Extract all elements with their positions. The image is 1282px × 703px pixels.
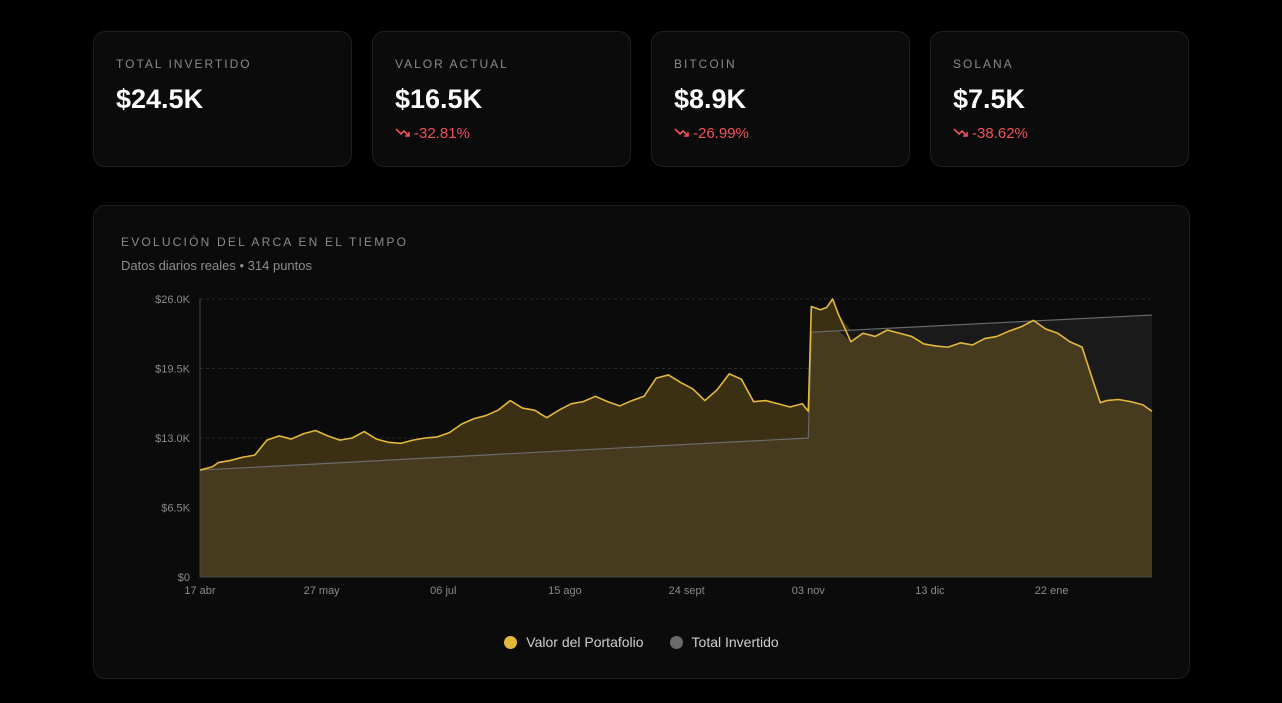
x-tick-label: 22 ene	[1035, 585, 1069, 597]
chart-legend: Valor del Portafolio Total Invertido	[94, 634, 1189, 650]
legend-item-portfolio[interactable]: Valor del Portafolio	[504, 634, 644, 650]
y-tick-label: $19.5K	[155, 364, 191, 376]
y-tick-label: $26.0K	[155, 294, 191, 306]
legend-swatch-portfolio	[504, 635, 518, 649]
x-tick-label: 13 dic	[915, 585, 945, 597]
x-tick-label: 03 nov	[792, 585, 826, 597]
y-tick-label: $0	[178, 572, 190, 584]
card-label: SOLANA	[953, 57, 1014, 71]
legend-item-invested[interactable]: Total Invertido	[669, 634, 779, 650]
card-change: -32.81%	[395, 125, 470, 142]
card-value: $8.9K	[674, 84, 747, 114]
stat-card-total-invested: TOTAL INVERTIDO $24.5K	[93, 31, 352, 167]
x-tick-label: 27 may	[304, 585, 341, 597]
portfolio-base-area	[200, 320, 1152, 577]
trend-down-icon	[395, 128, 410, 137]
chart-subtitle: Datos diarios reales • 314 puntos	[121, 258, 312, 273]
card-change-value: -38.62%	[972, 125, 1028, 142]
y-tick-label: $13.0K	[155, 433, 191, 445]
card-change: -38.62%	[953, 125, 1028, 142]
card-change-value: -32.81%	[414, 125, 470, 142]
card-label: TOTAL INVERTIDO	[116, 57, 252, 71]
trend-down-icon	[953, 128, 968, 137]
invested-gap-area	[200, 315, 1152, 471]
stat-card-current-value: VALOR ACTUAL $16.5K -32.81%	[372, 31, 631, 167]
series-line-valor-portafolio	[199, 298, 1153, 471]
card-change: -26.99%	[674, 125, 749, 142]
card-label: VALOR ACTUAL	[395, 57, 509, 71]
x-tick-label: 17 abr	[184, 585, 216, 597]
chart-panel: EVOLUCIÓN DEL ARCA EN EL TIEMPO Datos di…	[93, 205, 1190, 679]
x-tick-label: 15 ago	[548, 585, 582, 597]
legend-label: Total Invertido	[691, 634, 779, 650]
portfolio-gain-area	[200, 299, 1152, 471]
y-tick-label: $6.5K	[161, 503, 190, 515]
x-tick-label: 24 sept	[669, 585, 705, 597]
x-tick-label: 06 jul	[430, 585, 456, 597]
stat-card-bitcoin: BITCOIN $8.9K -26.99%	[651, 31, 910, 167]
portfolio-area-chart: $0 $6.5K $13.0K $19.5K $26.0K 17 abr 27 may 06 …	[155, 294, 1153, 597]
card-value: $7.5K	[953, 84, 1026, 114]
card-label: BITCOIN	[674, 57, 737, 71]
card-value: $16.5K	[395, 84, 483, 114]
legend-swatch-invested	[669, 635, 683, 649]
stat-card-solana: SOLANA $7.5K -38.62%	[930, 31, 1189, 167]
card-change-value: -26.99%	[693, 125, 749, 142]
chart-title: EVOLUCIÓN DEL ARCA EN EL TIEMPO	[121, 235, 409, 249]
card-value: $24.5K	[116, 84, 204, 114]
trend-down-icon	[674, 128, 689, 137]
legend-label: Valor del Portafolio	[526, 634, 644, 650]
